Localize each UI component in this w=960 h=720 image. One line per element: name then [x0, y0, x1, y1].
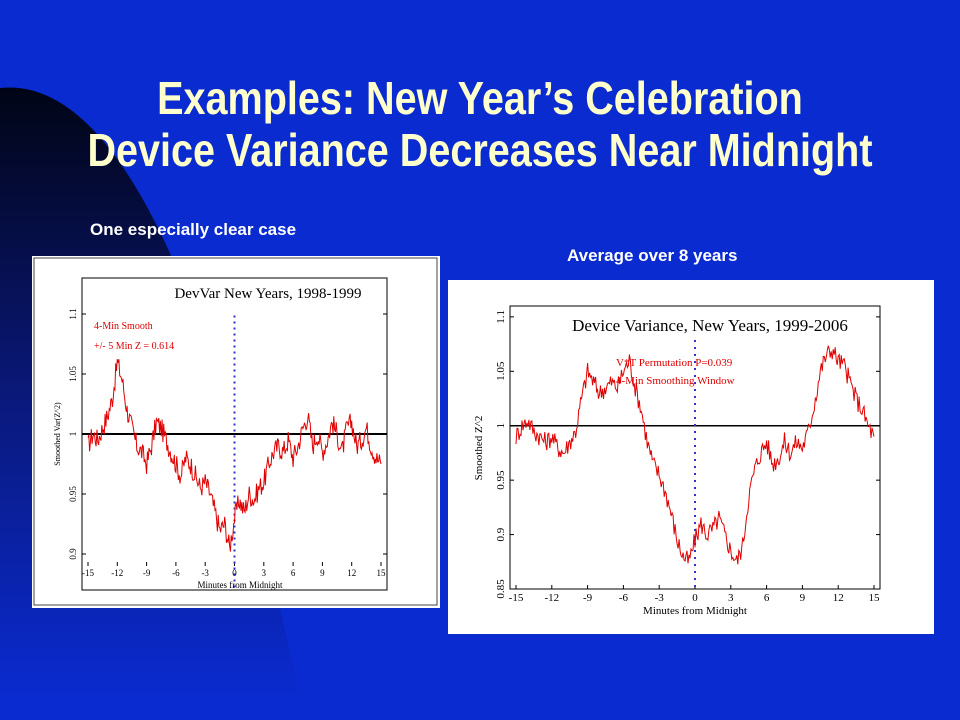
x-tick-label: -15 — [82, 568, 94, 578]
x-tick-label: 9 — [800, 592, 806, 604]
x-tick-label: 12 — [833, 592, 844, 604]
x-axis-label: Minutes from Midnight — [643, 605, 747, 617]
y-axis-label: Smoothed Var(Z^2) — [53, 402, 62, 466]
plot-area: 0.85 0.9 0.95 1 1.05 1.1 -15 -12 -9 -6 -3 0 3 6 9 12 15… — [473, 305, 881, 617]
y-tick-label: 0.95 — [68, 486, 78, 502]
caption-left: One especially clear case — [90, 220, 297, 239]
y-tick-label: 1 — [495, 423, 507, 429]
y-tick-label: 1.1 — [68, 308, 78, 319]
y-tick-label: 0.9 — [495, 527, 507, 541]
plot-area: 0.9 0.95 1 1.05 1.1 -15 -12 -9 -6 -3 0 3 6 9 12 15 4-M… — [53, 277, 388, 591]
x-tick-label: -6 — [172, 568, 180, 578]
x-tick-label: -6 — [619, 592, 629, 604]
x-tick-label: 3 — [728, 592, 734, 604]
slide-title: Examples: New Year’s Celebration Device … — [67, 72, 893, 176]
x-axis-label: Minutes from Midnight — [198, 580, 283, 590]
annotation-window: 4-Min Smoothing Window — [616, 375, 735, 387]
x-tick-label: -9 — [143, 568, 151, 578]
left-chart-panel: DevVar New Years, 1998-1999 0.9 0.95 1 1.05… — [32, 256, 440, 608]
y-axis-label: Smoothed Z^2 — [473, 416, 485, 481]
variance-trace — [87, 359, 382, 552]
y-tick-label: 1 — [68, 432, 78, 437]
caption-right: Average over 8 years — [567, 246, 738, 265]
x-tick-label: 12 — [347, 568, 356, 578]
annotation-z: +/- 5 Min Z = 0.614 — [94, 341, 174, 352]
y-tick-label: 1.05 — [68, 366, 78, 382]
annotation-smooth: 4-Min Smooth — [94, 321, 153, 332]
x-tick-label: -9 — [583, 592, 593, 604]
x-tick-label: 15 — [377, 568, 387, 578]
y-tick-label: 0.95 — [495, 470, 507, 490]
x-tick-label: 0 — [232, 568, 237, 578]
y-tick-label: 1.05 — [495, 361, 507, 381]
right-chart-panel: Device Variance, New Years, 1999-2006 0.… — [448, 280, 934, 634]
title-line-1: Examples: New Year’s Celebration — [157, 72, 803, 124]
variance-trace — [515, 345, 875, 565]
title-line-2: Device Variance Decreases Near Midnight — [87, 124, 873, 176]
x-tick-label: 6 — [764, 592, 770, 604]
x-tick-label: -3 — [655, 592, 665, 604]
chart-title: Device Variance, New Years, 1999-2006 — [572, 316, 848, 335]
x-tick-label: -15 — [509, 592, 524, 604]
x-tick-label: 9 — [320, 568, 325, 578]
x-tick-label: 15 — [869, 592, 881, 604]
chart-title: DevVar New Years, 1998-1999 — [174, 286, 361, 302]
y-tick-label: 0.9 — [68, 548, 78, 560]
panel-border — [33, 257, 438, 606]
x-tick-label: 6 — [291, 568, 296, 578]
x-tick-label: 3 — [262, 568, 267, 578]
y-tick-label: 0.85 — [495, 579, 507, 599]
x-tick-label: -12 — [544, 592, 559, 604]
left-chart: DevVar New Years, 1998-1999 0.9 0.95 1 1.05… — [33, 257, 438, 606]
y-tick-label: 1.1 — [495, 310, 507, 324]
x-tick-label: 0 — [692, 592, 698, 604]
right-chart: Device Variance, New Years, 1999-2006 0.… — [473, 305, 881, 617]
x-tick-label: -12 — [111, 568, 123, 578]
annotation-permutation: V*T Permutation P=0.039 — [616, 357, 733, 369]
x-tick-label: -3 — [201, 568, 209, 578]
